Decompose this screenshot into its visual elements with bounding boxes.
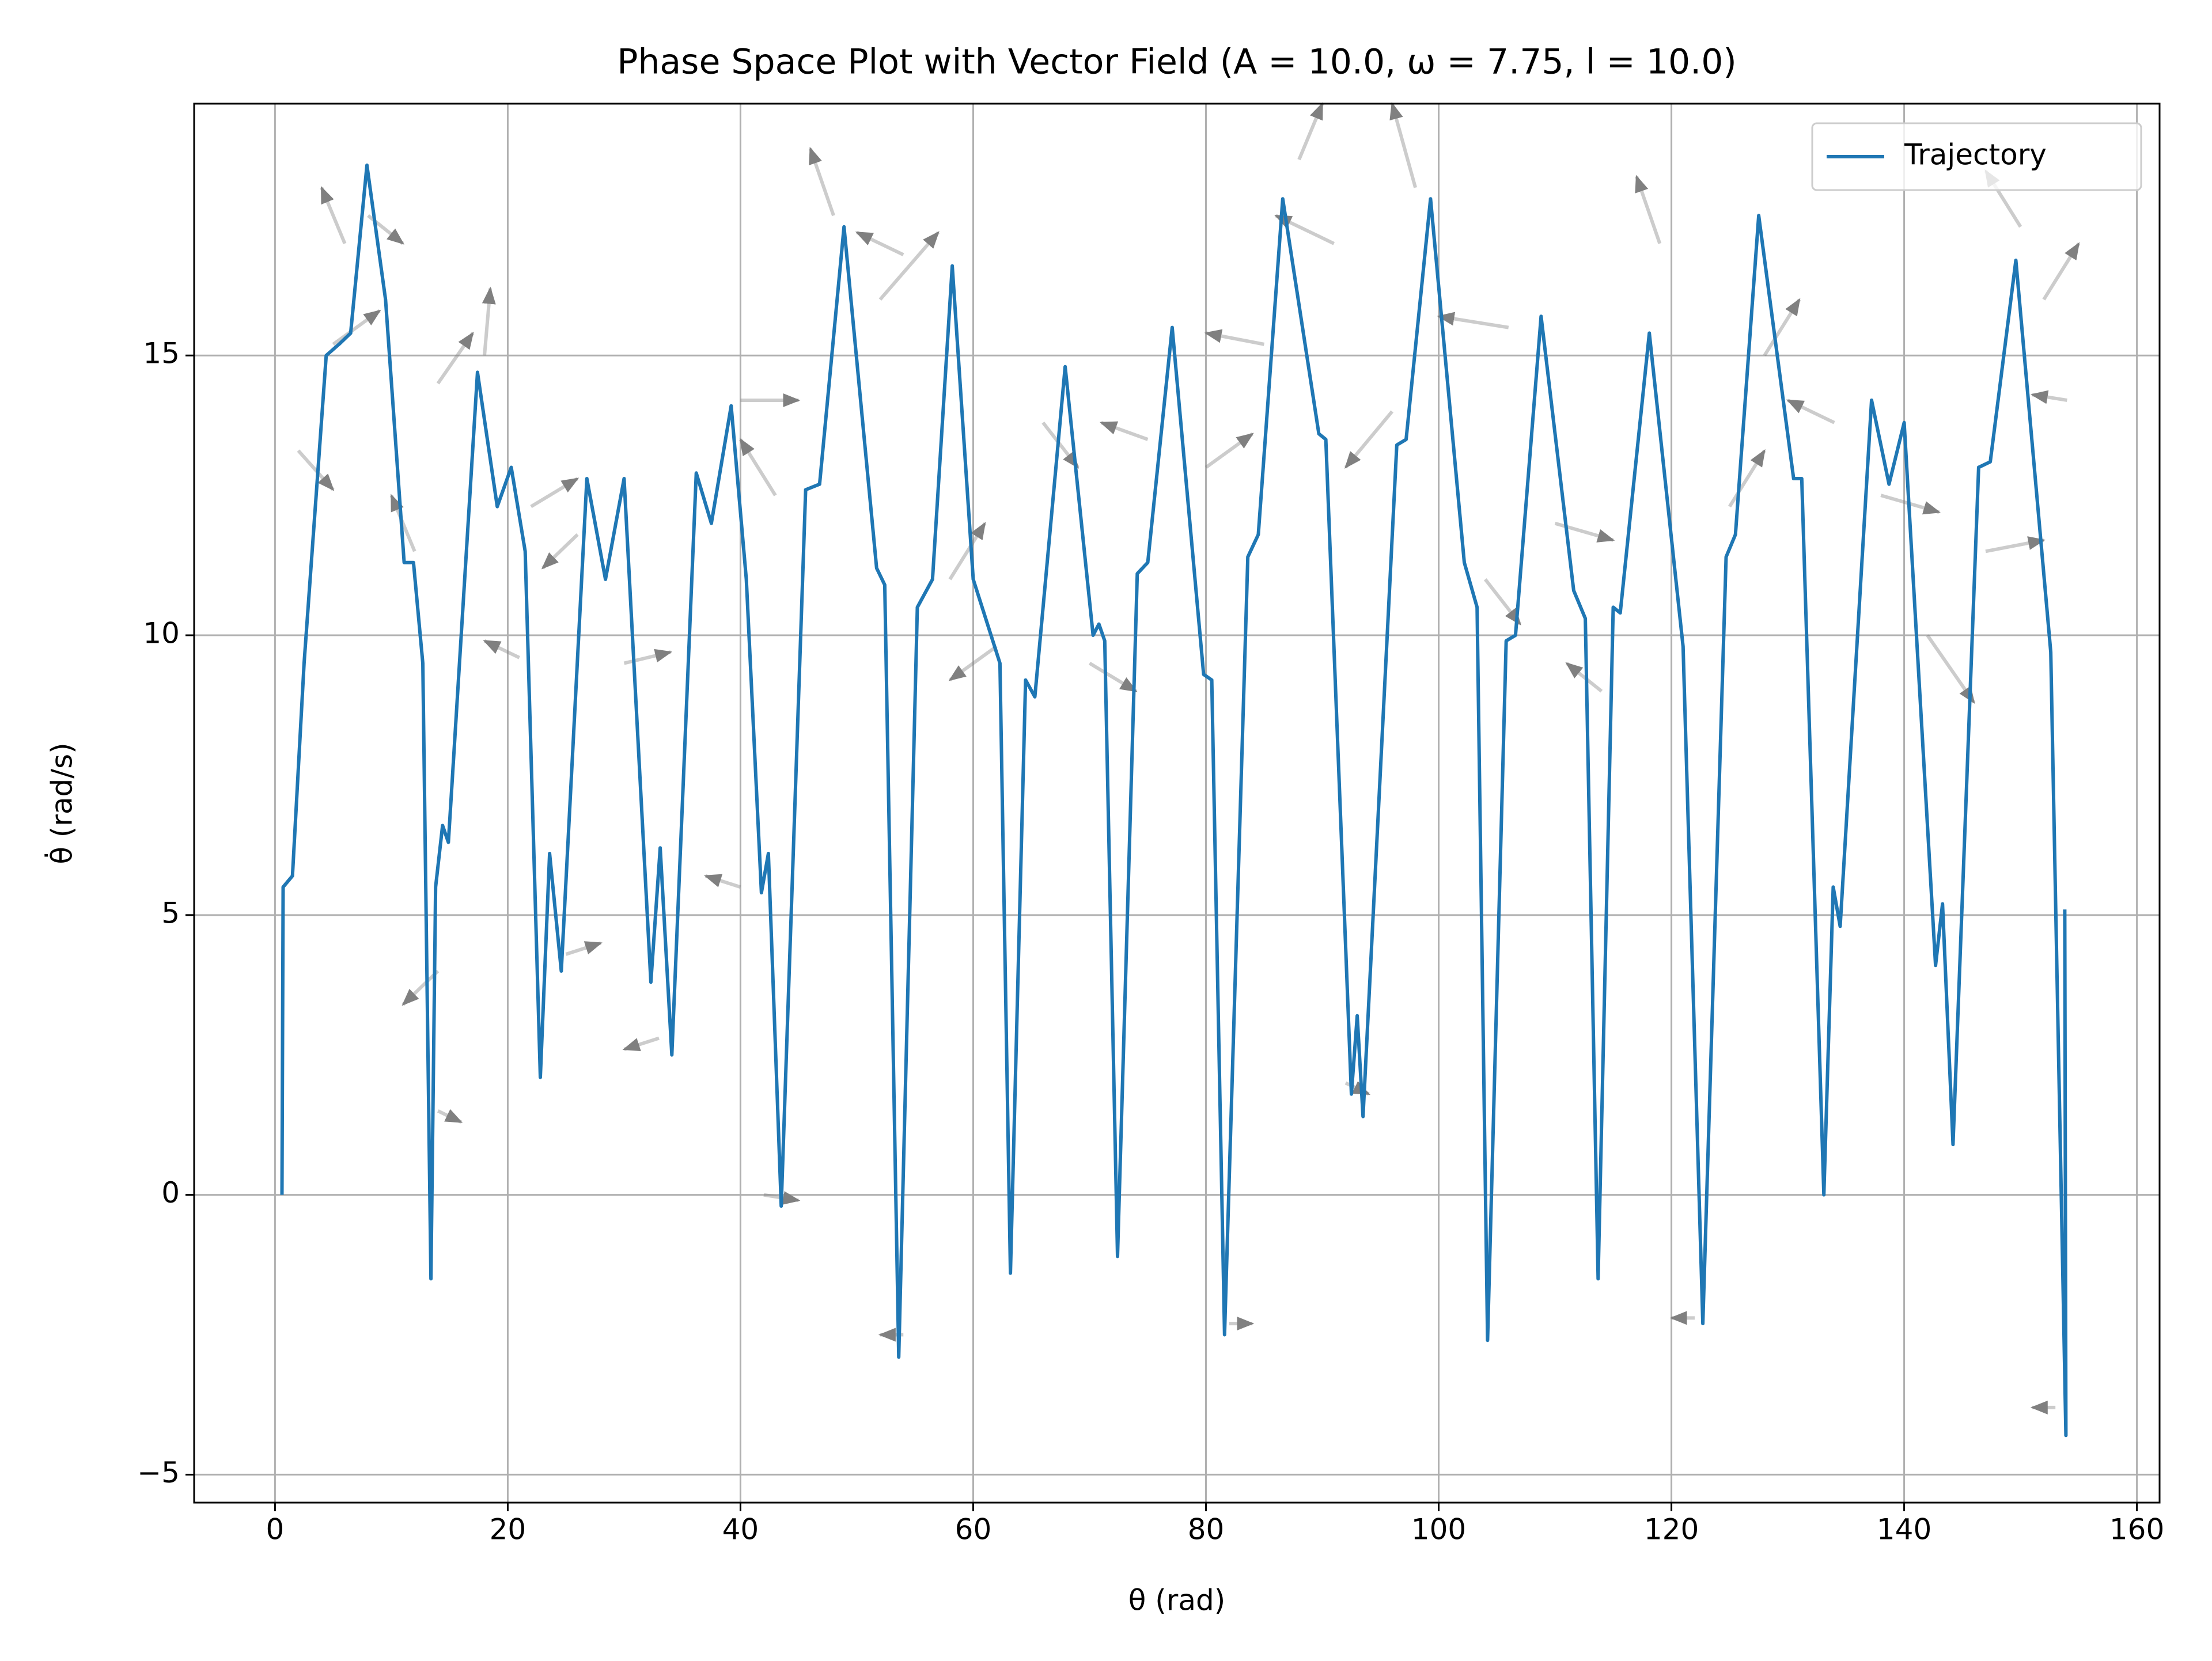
vector-arrow — [1786, 399, 1835, 424]
vector-arrow — [2030, 390, 2067, 404]
vector-arrow — [703, 874, 741, 889]
x-tick-label: 120 — [1644, 1513, 1699, 1546]
vector-arrow — [541, 533, 579, 570]
vector-arrow — [1041, 421, 1080, 469]
vector-arrow — [622, 1036, 660, 1052]
x-tick-label: 80 — [1188, 1513, 1225, 1546]
y-tick-label: 0 — [161, 1176, 180, 1209]
vector-arrow — [1205, 432, 1254, 469]
vector-arrow — [738, 438, 777, 496]
vector-arrow — [1088, 662, 1138, 693]
vector-arrow — [1344, 410, 1394, 469]
x-tick-label: 0 — [266, 1513, 284, 1546]
vector-arrow — [878, 231, 940, 301]
vector-arrow — [565, 941, 603, 956]
vector-arrow — [436, 331, 475, 385]
vector-arrow — [948, 522, 987, 581]
vector-arrow — [530, 477, 579, 509]
vector-arrow — [437, 1109, 463, 1124]
plot-frame — [193, 103, 2161, 1504]
vector-arrow — [1635, 175, 1662, 244]
vector-arrow — [1437, 312, 1509, 329]
vector-arrow — [1389, 102, 1418, 188]
x-axis-label: θ (rad) — [1128, 1584, 1225, 1617]
vector-arrow — [332, 309, 381, 346]
y-tick-label: 10 — [143, 617, 180, 650]
vector-arrow — [482, 286, 496, 356]
vector-arrow — [2042, 242, 2081, 301]
vector-arrow — [808, 146, 835, 217]
legend-box — [1811, 122, 2142, 191]
vector-arrow — [1926, 634, 1976, 704]
x-tick-label: 60 — [955, 1513, 992, 1546]
vector-arrow — [1565, 662, 1603, 693]
vector-arrow — [1985, 536, 2046, 553]
x-tick-label: 160 — [2109, 1513, 2164, 1546]
x-tick-label: 20 — [490, 1513, 527, 1546]
vector-arrow — [1099, 420, 1149, 441]
vector-arrow — [1297, 102, 1324, 161]
y-tick-label: −5 — [137, 1456, 180, 1489]
legend: Trajectory — [1811, 122, 2142, 191]
vector-arrow — [320, 185, 347, 245]
chart-title: Phase Space Plot with Vector Field (A = … — [617, 42, 1737, 82]
vector-arrow — [483, 639, 520, 659]
y-axis-label: θ̇ (rad/s) — [44, 742, 78, 864]
y-tick-label: 15 — [143, 337, 180, 370]
legend-label: Trajectory — [1904, 138, 2047, 172]
vector-arrow — [948, 645, 998, 682]
ticks: 0 20 40 60 80 100 120 140 160 −5 0 5 10 15 — [137, 337, 2164, 1546]
vector-arrow — [855, 230, 904, 257]
lines — [280, 163, 2068, 1438]
x-tick-label: 140 — [1877, 1513, 1931, 1546]
grid — [194, 104, 2160, 1503]
vector-arrow — [1728, 449, 1766, 508]
x-tick-label: 100 — [1411, 1513, 1466, 1546]
vector-arrow — [1763, 298, 1801, 357]
y-tick-label: 5 — [161, 896, 180, 930]
vector-arrow — [1483, 578, 1522, 625]
vector-arrow — [297, 449, 335, 491]
trajectory-line — [280, 163, 2068, 1438]
vector-arrow — [402, 969, 440, 1006]
vector-arrow — [1204, 329, 1265, 346]
vector-arrow — [623, 649, 673, 665]
x-tick-label: 40 — [722, 1513, 759, 1546]
